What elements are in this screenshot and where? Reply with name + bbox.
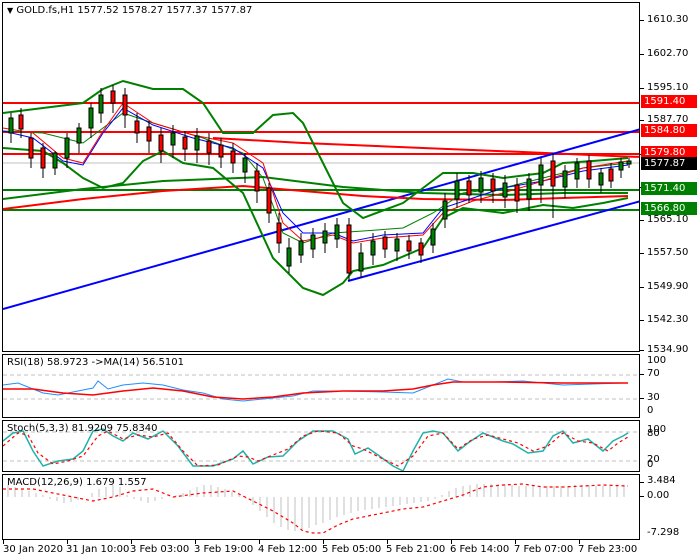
macd-panel[interactable]: MACD(12,26,9) 1.679 1.557 (2, 474, 640, 540)
macd-title: MACD(12,26,9) 1.679 1.557 (7, 477, 147, 488)
rsi-title: RSI(18) 58.9723 ->MA(14) 56.5101 (7, 357, 184, 368)
macd-signal-line (3, 483, 629, 534)
rsi-panel[interactable]: RSI(18) 58.9723 ->MA(14) 56.5101 (2, 354, 640, 418)
time-axis: 30 Jan 2020 31 Jan 10:00 3 Feb 03:00 3 F… (0, 540, 700, 560)
level-tag-1591: 1591.40 (641, 95, 697, 108)
collapse-triangle-icon[interactable]: ▼ (7, 6, 14, 15)
level-tag-1571: 1571.40 (641, 182, 697, 195)
rsi-canvas (3, 374, 639, 402)
chart-title: ▼ GOLD.fs,H1 1577.52 1578.27 1577.37 157… (7, 5, 253, 16)
price-axis: 1610.30 1602.70 1595.10 1587.70 1580.10 … (640, 0, 700, 355)
current-price-tag: 1577.87 (641, 157, 697, 170)
level-tag-1579: 1579.80 (641, 146, 697, 159)
main-chart-panel[interactable]: ▼ GOLD.fs,H1 1577.52 1578.27 1577.37 157… (2, 2, 640, 352)
stochastic-canvas (3, 428, 639, 471)
stochastic-panel[interactable]: Stoch(5,3,3) 81.9209 75.8340 (2, 420, 640, 472)
level-tag-1584: 1584.80 (641, 124, 697, 137)
stochastic-title: Stoch(5,3,3) 81.9209 75.8340 (7, 423, 158, 434)
candlesticks (8, 85, 632, 281)
price-chart-canvas (3, 79, 639, 310)
level-tag-1566: 1566.80 (641, 202, 697, 215)
macd-axis: 3.484 0.00 -7.298 (640, 474, 700, 540)
trend-lower-line (347, 200, 639, 282)
macd-histogram (7, 484, 625, 531)
trend-upper-line (3, 128, 639, 310)
macd-canvas (3, 483, 629, 534)
stochastic-axis: 100 80 20 0 (647, 424, 667, 470)
rsi-axis: 100 70 30 0 (640, 354, 700, 418)
